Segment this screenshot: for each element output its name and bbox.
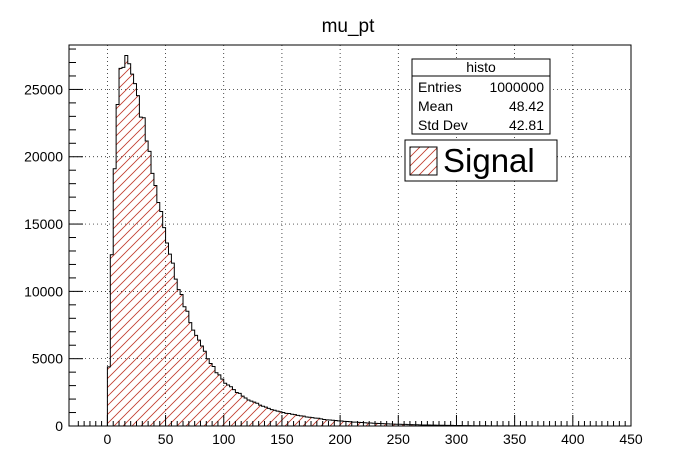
x-tick-label: 0 [103,431,111,447]
y-tick-label: 15000 [24,216,63,232]
stats-label-stddev: Std Dev [418,117,468,133]
x-tick-label: 450 [619,431,643,447]
y-tick-label: 0 [55,418,63,434]
x-tick-label: 250 [387,431,411,447]
stats-value-mean: 48.42 [509,98,544,114]
y-tick-label: 10000 [24,283,63,299]
x-axis: 0 50 100 150 200 250 300 350 400 450 [77,415,643,447]
legend-swatch [409,146,438,176]
x-tick-label: 100 [212,431,236,447]
x-tick-label: 350 [503,431,527,447]
stats-label-entries: Entries [418,79,462,95]
y-axis: 0 5000 10000 15000 20000 25000 [24,48,83,434]
stats-title: histo [466,59,496,75]
legend: Signal [404,139,558,182]
stats-box: histo Entries 1000000 Mean 48.42 Std Dev… [411,58,551,135]
x-tick-label: 150 [270,431,294,447]
stats-label-mean: Mean [418,98,453,114]
x-tick-label: 400 [561,431,585,447]
histogram-fill [107,55,620,427]
plot-frame [68,44,632,427]
x-tick-label: 200 [328,431,352,447]
y-tick-label: 5000 [32,351,63,367]
legend-label-signal: Signal [443,142,535,179]
y-tick-label: 25000 [24,81,63,97]
stats-value-entries: 1000000 [489,79,544,95]
y-tick-label: 20000 [24,149,63,165]
x-tick-label: 300 [445,431,469,447]
x-tick-label: 50 [158,431,174,447]
stats-value-stddev: 42.81 [509,117,544,133]
chart-title: mu_pt [322,16,376,37]
